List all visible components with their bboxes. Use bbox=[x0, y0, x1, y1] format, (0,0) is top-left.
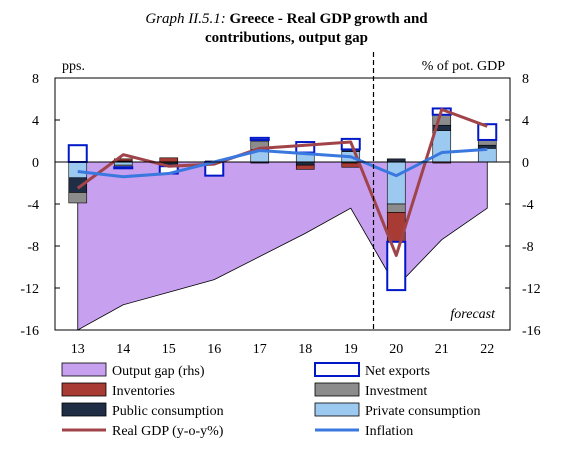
axes-layer: 8 4 0 -4 -8 -12 -16 8 4 0 -4 -8 -12 -16 13 14 15 16 17 18 19… bbox=[20, 52, 541, 357]
legend-swatch-public bbox=[61, 402, 107, 417]
xtick-label: 20 bbox=[389, 342, 403, 357]
bar-net_exports-14 bbox=[113, 166, 134, 170]
bar-private-20 bbox=[386, 161, 406, 205]
ytick-right-label: 4 bbox=[522, 114, 529, 129]
legend-label-investment: Investment bbox=[365, 384, 427, 399]
legend-swatch-net_exports bbox=[314, 362, 360, 377]
bar-investment-13 bbox=[68, 192, 88, 204]
xtick-label: 22 bbox=[480, 342, 494, 357]
bar-net_exports-13 bbox=[67, 144, 88, 163]
ytick-right-label: -8 bbox=[522, 240, 534, 255]
legend-label-inventories: Inventories bbox=[112, 384, 175, 399]
ytick-left-label: 0 bbox=[32, 156, 39, 171]
xtick-label: 19 bbox=[344, 342, 358, 357]
bar-inventories-18 bbox=[295, 164, 315, 170]
legend-swatch-output_gap bbox=[61, 362, 107, 377]
output-gap-area-layer bbox=[77, 161, 488, 331]
chart-title-text-2: contributions, output gap bbox=[205, 30, 368, 46]
ytick-left-label: -16 bbox=[20, 324, 39, 339]
xtick-label: 18 bbox=[298, 342, 312, 357]
bar-inventories-19 bbox=[341, 162, 361, 168]
bar-investment-21 bbox=[432, 114, 452, 126]
real-gdp-line bbox=[76, 108, 488, 257]
bar-net_exports-20 bbox=[386, 240, 407, 292]
legend-label-inflation: Inflation bbox=[365, 424, 413, 439]
output-gap-area bbox=[77, 161, 488, 331]
chart-title-prefix: Graph II.5.1: bbox=[145, 11, 226, 27]
legend-label-output_gap: Output gap (rhs) bbox=[112, 364, 205, 379]
ytick-left-label: -8 bbox=[27, 240, 39, 255]
bar-public-22 bbox=[477, 144, 497, 149]
ytick-left-label: 8 bbox=[32, 72, 39, 87]
chart-title-line2: contributions, output gap bbox=[0, 29, 573, 48]
bar-inventories-15 bbox=[159, 157, 179, 163]
bar-private-13 bbox=[68, 161, 88, 179]
xtick-label: 16 bbox=[207, 342, 221, 357]
ytick-right-label: -12 bbox=[522, 282, 541, 297]
ytick-right-label: -4 bbox=[522, 198, 534, 213]
legend-swatch-inventories bbox=[61, 382, 107, 397]
chart-title-line1: Graph II.5.1: Greece - Real GDP growth a… bbox=[0, 10, 573, 29]
legend-label-private: Private consumption bbox=[365, 404, 481, 419]
bar-net_exports-17 bbox=[249, 136, 270, 141]
legend-label-net_exports: Net exports bbox=[365, 364, 430, 379]
legend-label-public: Public consumption bbox=[112, 404, 224, 419]
xtick-label: 21 bbox=[435, 342, 449, 357]
xtick-label: 17 bbox=[253, 342, 267, 357]
ylabel-right: % of pot. GDP bbox=[422, 59, 505, 74]
ylabel-left: pps. bbox=[62, 59, 85, 74]
xtick-label: 13 bbox=[71, 342, 85, 357]
legend-swatch-private bbox=[314, 402, 360, 417]
forecast-annotation: forecast bbox=[450, 307, 496, 322]
chart-title-text-1: Greece - Real GDP growth and bbox=[229, 11, 428, 27]
legend-swatch-investment bbox=[314, 382, 360, 397]
xtick-label: 15 bbox=[162, 342, 176, 357]
ytick-right-label: 0 bbox=[522, 156, 529, 171]
chart-title: Graph II.5.1: Greece - Real GDP growth a… bbox=[0, 10, 573, 48]
legend: Output gap (rhs) Net exports Inventories In… bbox=[61, 362, 481, 439]
lines-layer bbox=[76, 108, 488, 257]
bar-net_exports-22 bbox=[477, 123, 498, 141]
xtick-label: 14 bbox=[116, 342, 130, 357]
bar-investment-20 bbox=[386, 203, 406, 213]
inflation-line bbox=[77, 147, 488, 179]
ytick-left-label: -12 bbox=[20, 282, 39, 297]
ytick-right-label: 8 bbox=[522, 72, 529, 87]
ytick-left-label: 4 bbox=[32, 114, 39, 129]
legend-label-real_gdp: Real GDP (y-o-y%) bbox=[112, 424, 224, 439]
ytick-left-label: -4 bbox=[27, 198, 39, 213]
ytick-right-label: -16 bbox=[522, 324, 541, 339]
